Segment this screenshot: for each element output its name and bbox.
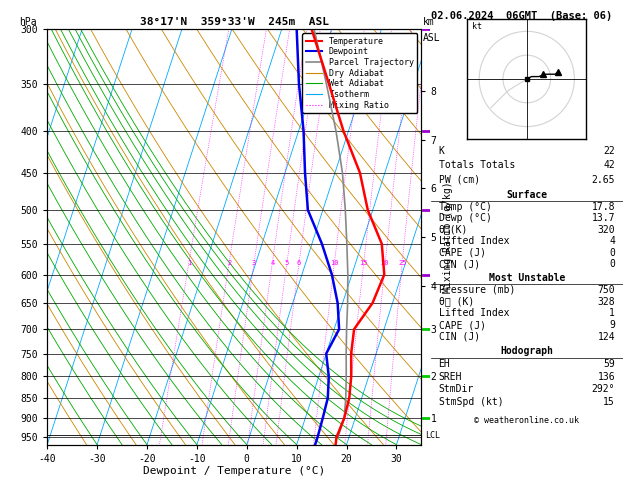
Text: 42: 42 (603, 160, 615, 170)
Text: 6: 6 (297, 260, 301, 265)
Text: hPa: hPa (19, 17, 36, 27)
Text: 59: 59 (603, 359, 615, 369)
Text: 2: 2 (227, 260, 231, 265)
X-axis label: Dewpoint / Temperature (°C): Dewpoint / Temperature (°C) (143, 467, 325, 476)
Text: 0: 0 (609, 259, 615, 269)
Text: LCL: LCL (425, 431, 440, 440)
Text: 38°17'N  359°33'W  245m  ASL: 38°17'N 359°33'W 245m ASL (140, 17, 329, 27)
Text: 750: 750 (598, 285, 615, 295)
Text: K: K (438, 146, 445, 156)
Text: 10: 10 (330, 260, 338, 265)
Text: 2.65: 2.65 (591, 175, 615, 185)
Text: 9: 9 (609, 320, 615, 330)
Text: CIN (J): CIN (J) (438, 259, 480, 269)
Text: 0: 0 (609, 247, 615, 258)
Text: 5: 5 (285, 260, 289, 265)
Text: 22: 22 (603, 146, 615, 156)
Text: Pressure (mb): Pressure (mb) (438, 285, 515, 295)
Text: 3: 3 (252, 260, 256, 265)
Y-axis label: Mixing Ratio (g/kg): Mixing Ratio (g/kg) (443, 181, 454, 293)
Text: CIN (J): CIN (J) (438, 332, 480, 342)
Text: 4: 4 (270, 260, 274, 265)
Text: Hodograph: Hodograph (500, 347, 554, 356)
Text: 4: 4 (609, 236, 615, 246)
Text: 328: 328 (598, 296, 615, 307)
Text: © weatheronline.co.uk: © weatheronline.co.uk (474, 416, 579, 425)
Text: 17.8: 17.8 (591, 202, 615, 212)
Text: 15: 15 (360, 260, 368, 265)
Text: Surface: Surface (506, 190, 547, 200)
Text: km: km (423, 17, 435, 27)
Text: 124: 124 (598, 332, 615, 342)
Text: Lifted Index: Lifted Index (438, 236, 509, 246)
Text: StmDir: StmDir (438, 384, 474, 394)
Legend: Temperature, Dewpoint, Parcel Trajectory, Dry Adiabat, Wet Adiabat, Isotherm, Mi: Temperature, Dewpoint, Parcel Trajectory… (303, 34, 417, 113)
Text: 1: 1 (187, 260, 191, 265)
Text: 02.06.2024  06GMT  (Base: 06): 02.06.2024 06GMT (Base: 06) (431, 11, 612, 21)
Text: CAPE (J): CAPE (J) (438, 247, 486, 258)
Text: 25: 25 (398, 260, 406, 265)
Text: θᴇ(K): θᴇ(K) (438, 225, 468, 235)
Text: kt: kt (472, 22, 482, 31)
Text: EH: EH (438, 359, 450, 369)
Text: 20: 20 (381, 260, 389, 265)
Text: Dewp (°C): Dewp (°C) (438, 213, 491, 223)
Text: 1: 1 (609, 308, 615, 318)
Text: 320: 320 (598, 225, 615, 235)
Text: PW (cm): PW (cm) (438, 175, 480, 185)
Text: θᴇ (K): θᴇ (K) (438, 296, 474, 307)
Text: 15: 15 (603, 397, 615, 407)
Text: StmSpd (kt): StmSpd (kt) (438, 397, 503, 407)
Text: Totals Totals: Totals Totals (438, 160, 515, 170)
Text: ASL: ASL (423, 34, 441, 43)
Text: Most Unstable: Most Unstable (489, 273, 565, 283)
Text: 136: 136 (598, 372, 615, 382)
Text: CAPE (J): CAPE (J) (438, 320, 486, 330)
Text: 13.7: 13.7 (591, 213, 615, 223)
Text: Lifted Index: Lifted Index (438, 308, 509, 318)
Text: SREH: SREH (438, 372, 462, 382)
Text: Temp (°C): Temp (°C) (438, 202, 491, 212)
Text: 292°: 292° (591, 384, 615, 394)
